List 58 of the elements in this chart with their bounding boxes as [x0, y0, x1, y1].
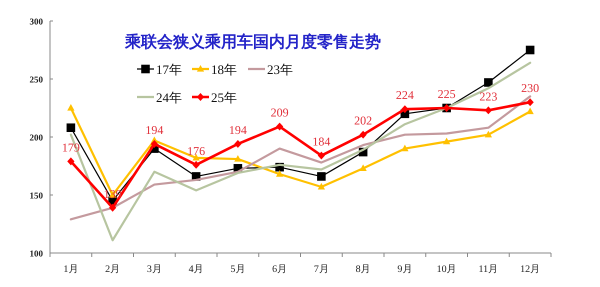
x-tick-label: 9月: [397, 264, 412, 275]
x-tick-label: 2月: [105, 264, 120, 275]
point: [526, 46, 534, 54]
x-tick-label: 7月: [314, 264, 329, 275]
point: [359, 164, 367, 171]
point: [67, 104, 75, 111]
x-tick-label: 1月: [63, 264, 78, 275]
data-label: 179: [62, 140, 80, 154]
x-tick-label: 5月: [230, 264, 246, 275]
point: [359, 130, 367, 139]
y-tick-label: 250: [30, 74, 44, 84]
point: [108, 204, 116, 212]
x-tick-label: 8月: [356, 264, 371, 275]
data-label: 223: [479, 89, 498, 104]
x-tick-label: 12月: [520, 264, 540, 275]
point: [150, 140, 158, 148]
data-label: 184: [312, 134, 330, 149]
data-label: 202: [354, 114, 372, 128]
data-label: 139: [104, 186, 122, 201]
point: [484, 106, 492, 114]
point: [318, 182, 326, 190]
legend-label: 17年: [156, 62, 182, 77]
point: [276, 122, 284, 131]
x-tick-label: 11月: [478, 264, 498, 275]
point: [526, 98, 534, 106]
point: [442, 138, 450, 144]
point: [484, 130, 492, 138]
point: [192, 160, 200, 169]
y-tick-label: 300: [30, 16, 44, 26]
point: [318, 152, 326, 160]
point: [401, 144, 409, 152]
data-label: 176: [187, 144, 206, 158]
x-tick-label: 6月: [272, 264, 288, 275]
x-tick-label: 3月: [146, 264, 162, 275]
x-tick-label: 10月: [436, 264, 457, 275]
data-label: 230: [521, 81, 540, 96]
text: 乘联会狭义乘用车国内月度零售走势: [124, 32, 381, 51]
point: [317, 172, 326, 181]
point: [276, 170, 284, 177]
y-tick-label: 100: [30, 248, 44, 258]
data-label: 225: [438, 87, 456, 101]
data-label: 209: [270, 106, 289, 120]
point: [67, 157, 75, 166]
y-tick-label: 150: [30, 190, 44, 200]
point: [66, 123, 76, 132]
legend-label: 25年: [211, 90, 237, 105]
y-tick-label: 200: [30, 132, 44, 142]
legend-label: 24年: [156, 90, 182, 105]
legend-label: 23年: [267, 62, 293, 77]
x-tick-label: 4月: [188, 264, 204, 275]
point: [234, 140, 242, 148]
data-label: 224: [396, 88, 414, 102]
legend-label: 18年: [211, 62, 237, 77]
point: [526, 108, 534, 114]
point: [234, 155, 242, 162]
data-label: 194: [145, 122, 164, 137]
point: [484, 78, 493, 87]
data-label: 194: [228, 122, 247, 137]
